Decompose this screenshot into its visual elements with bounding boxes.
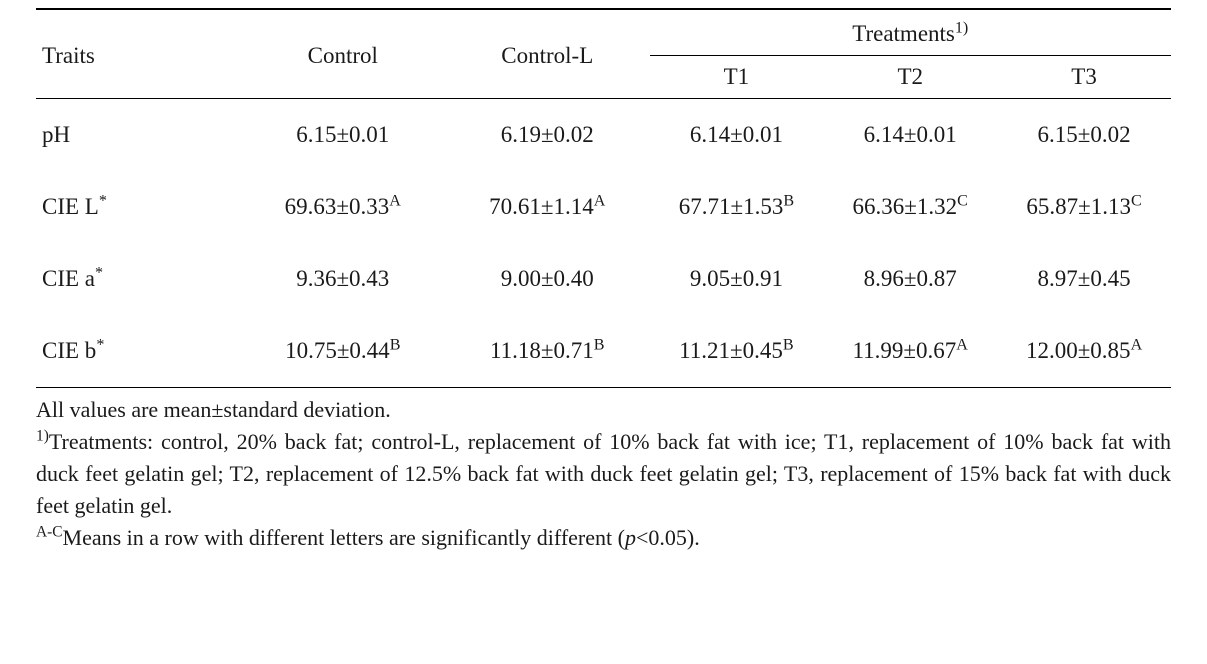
cell-sup: C — [957, 193, 968, 210]
cell-val: 11.99±0.67 — [853, 338, 957, 363]
cell-val: 66.36±1.32 — [853, 194, 958, 219]
trait-label: pH — [42, 122, 70, 147]
cell-val: 67.71±1.53 — [679, 194, 784, 219]
table-row: pH 6.15±0.01 6.19±0.02 6.14±0.01 6.14±0.… — [36, 99, 1171, 172]
footnote-3-sup: A-C — [36, 523, 63, 540]
data-cell: 70.61±1.14A — [445, 171, 650, 243]
footnote-line-2: 1)Treatments: control, 20% back fat; con… — [36, 426, 1171, 522]
data-cell: 10.75±0.44B — [241, 315, 446, 387]
trait-label: CIE a — [42, 266, 95, 291]
table-row: CIE L* 69.63±0.33A 70.61±1.14A 67.71±1.5… — [36, 171, 1171, 243]
spanner-label: Treatments — [852, 21, 955, 46]
cell-sup: B — [594, 337, 605, 354]
cell-val: 8.96±0.87 — [864, 266, 957, 291]
cell-val: 70.61±1.14 — [489, 194, 594, 219]
data-cell: 11.18±0.71B — [445, 315, 650, 387]
cell-val: 8.97±0.45 — [1038, 266, 1131, 291]
data-cell: 6.19±0.02 — [445, 99, 650, 172]
trait-label: CIE L — [42, 194, 99, 219]
cell-sup: B — [783, 193, 794, 210]
data-cell: 6.14±0.01 — [650, 99, 824, 172]
table-row: CIE b* 10.75±0.44B 11.18±0.71B 11.21±0.4… — [36, 315, 1171, 387]
data-cell: 65.87±1.13C — [997, 171, 1171, 243]
data-cell: 6.14±0.01 — [823, 99, 997, 172]
trait-label: CIE b — [42, 338, 96, 363]
col-header-t3: T3 — [997, 56, 1171, 99]
trait-sup: * — [96, 337, 104, 354]
trait-cell: CIE b* — [36, 315, 241, 387]
col-spanner-treatments: Treatments1) — [650, 13, 1172, 56]
col-header-traits: Traits — [36, 13, 241, 98]
col-header-t1: T1 — [650, 56, 824, 99]
cell-sup: A — [956, 337, 968, 354]
data-cell: 9.00±0.40 — [445, 243, 650, 315]
cell-val: 11.18±0.71 — [490, 338, 594, 363]
col-header-control: Control — [241, 13, 446, 98]
cell-val: 11.21±0.45 — [679, 338, 783, 363]
cell-val: 10.75±0.44 — [285, 338, 390, 363]
cell-val: 9.00±0.40 — [501, 266, 594, 291]
footnote-2-sup: 1) — [36, 428, 49, 445]
col-header-t2: T2 — [823, 56, 997, 99]
footnotes: All values are mean±standard deviation. … — [36, 394, 1171, 553]
col-header-traits-label: Traits — [42, 43, 95, 68]
col-header-t3-label: T3 — [1071, 64, 1097, 89]
trait-cell: CIE a* — [36, 243, 241, 315]
trait-sup: * — [99, 193, 107, 210]
col-header-t2-label: T2 — [897, 64, 923, 89]
cell-sup: C — [1131, 193, 1142, 210]
cell-val: 6.19±0.02 — [501, 122, 594, 147]
footnote-3-p: p — [625, 525, 636, 550]
footnote-2-text: Treatments: control, 20% back fat; contr… — [36, 429, 1171, 518]
spanner-sup: 1) — [955, 20, 968, 37]
footnote-line-1: All values are mean±standard deviation. — [36, 394, 1171, 426]
data-cell: 9.05±0.91 — [650, 243, 824, 315]
cell-val: 9.05±0.91 — [690, 266, 783, 291]
cell-sup: B — [783, 337, 794, 354]
data-cell: 11.21±0.45B — [650, 315, 824, 387]
cell-val: 6.14±0.01 — [864, 122, 957, 147]
data-cell: 8.97±0.45 — [997, 243, 1171, 315]
col-header-t1-label: T1 — [724, 64, 750, 89]
data-cell: 11.99±0.67A — [823, 315, 997, 387]
trait-cell: pH — [36, 99, 241, 172]
data-cell: 6.15±0.02 — [997, 99, 1171, 172]
cell-val: 6.15±0.01 — [296, 122, 389, 147]
data-cell: 67.71±1.53B — [650, 171, 824, 243]
footnote-3a: Means in a row with different letters ar… — [63, 525, 625, 550]
cell-val: 9.36±0.43 — [296, 266, 389, 291]
data-cell: 6.15±0.01 — [241, 99, 446, 172]
trait-cell: CIE L* — [36, 171, 241, 243]
cell-sup: B — [390, 337, 401, 354]
footnote-3b: <0.05). — [636, 525, 700, 550]
cell-val: 6.15±0.02 — [1038, 122, 1131, 147]
cell-sup: A — [594, 193, 606, 210]
col-header-control-l: Control-L — [445, 13, 650, 98]
table-wrapper: Traits Control Control-L Treatments1) T1… — [36, 8, 1171, 553]
header-row-1: Traits Control Control-L Treatments1) — [36, 13, 1171, 56]
cell-val: 69.63±0.33 — [285, 194, 390, 219]
cell-val: 65.87±1.13 — [1026, 194, 1131, 219]
cell-val: 12.00±0.85 — [1026, 338, 1131, 363]
table-row: CIE a* 9.36±0.43 9.00±0.40 9.05±0.91 8.9… — [36, 243, 1171, 315]
col-header-control-l-label: Control-L — [501, 43, 593, 68]
data-cell: 9.36±0.43 — [241, 243, 446, 315]
data-cell: 69.63±0.33A — [241, 171, 446, 243]
bottom-rule — [36, 387, 1171, 388]
data-cell: 66.36±1.32C — [823, 171, 997, 243]
data-cell: 8.96±0.87 — [823, 243, 997, 315]
data-cell: 12.00±0.85A — [997, 315, 1171, 387]
col-header-control-label: Control — [308, 43, 378, 68]
data-table: Traits Control Control-L Treatments1) T1… — [36, 13, 1171, 388]
trait-sup: * — [95, 265, 103, 282]
cell-sup: A — [389, 193, 401, 210]
cell-sup: A — [1131, 337, 1143, 354]
cell-val: 6.14±0.01 — [690, 122, 783, 147]
footnote-line-3: A-CMeans in a row with different letters… — [36, 522, 1171, 554]
